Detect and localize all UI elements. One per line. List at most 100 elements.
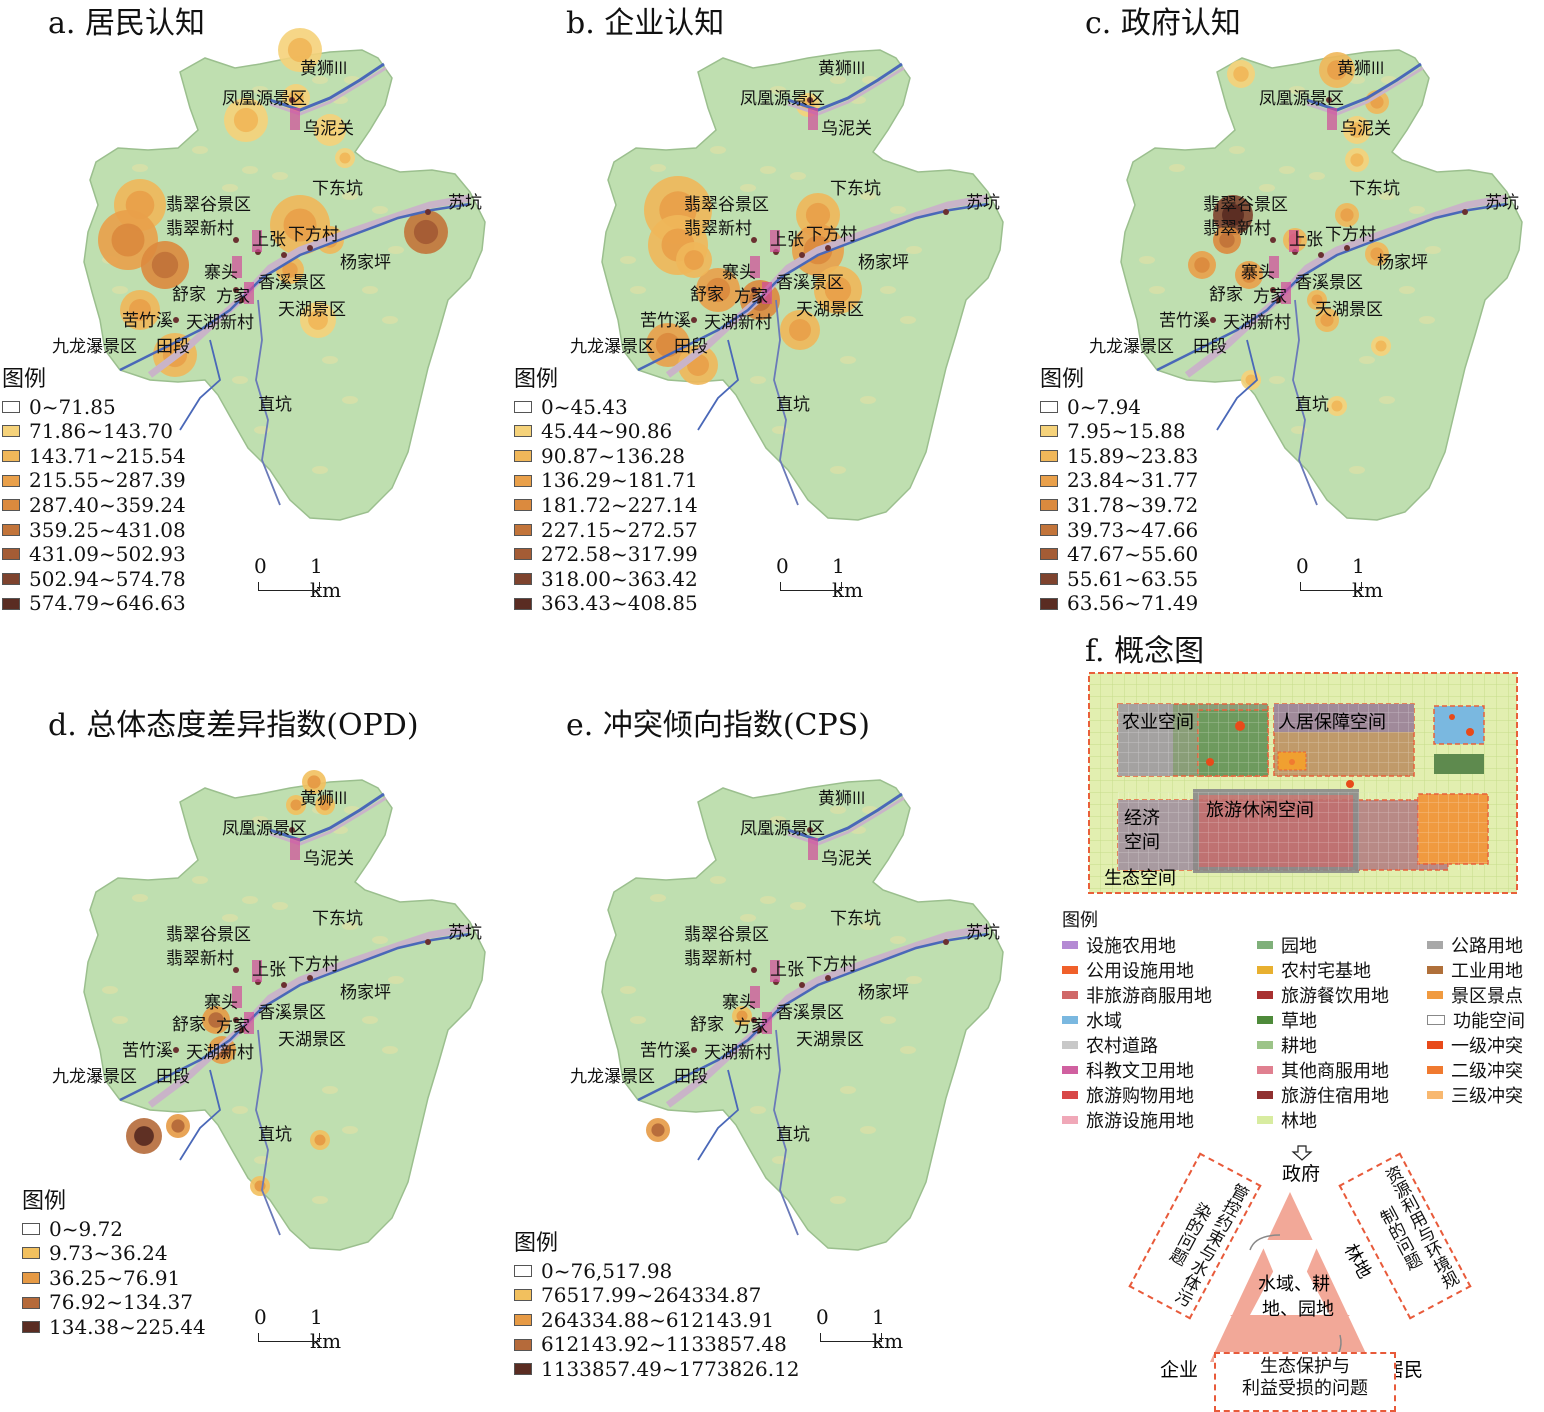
north-river: [269, 792, 385, 842]
f-legend-item: 一级冲突: [1427, 1034, 1544, 1057]
place-label-tianhu: 天湖景区: [796, 1030, 864, 1050]
hotspot-core: [283, 208, 317, 242]
legend-label: 134.38~225.44: [49, 1314, 206, 1339]
farmland-patch: [252, 816, 268, 824]
f-legend-label: 林地: [1281, 1110, 1317, 1132]
place-label-tianduan: 田段: [156, 1067, 190, 1087]
f-legend-swatch: [1257, 940, 1273, 949]
place-label-feicuigu: 翡翠谷景区: [1203, 195, 1288, 215]
place-label-fangjia: 方家: [734, 1017, 768, 1037]
legend-d: 图例 0~9.72 9.73~36.24 36.25~76.91 76.92~134.3…: [22, 1189, 206, 1340]
farmland-patch: [192, 876, 208, 884]
main-road: [665, 924, 989, 1108]
f-legend-label: 公路用地: [1451, 935, 1523, 957]
farmland-patch: [1425, 246, 1441, 254]
place-label-tianhuxincun: 天湖新村: [704, 313, 772, 333]
farmland-patch: [830, 1196, 846, 1204]
farmland-patch: [222, 184, 238, 192]
legend-label: 15.89~23.83: [1067, 443, 1199, 468]
hotspot-core: [1233, 66, 1249, 82]
legend-swatch: [514, 474, 532, 487]
legend-row: 0~7.94: [1040, 395, 1198, 420]
legend-row: 47.67~55.60: [1040, 542, 1198, 567]
farmland-patch: [830, 76, 846, 84]
village-dot: [825, 975, 831, 981]
tourism-zone: [290, 838, 300, 860]
legend-e: 图例 0~76,517.98 76517.99~264334.87 264334.88…: [514, 1231, 800, 1382]
f-legend-item: 景区景点: [1427, 984, 1544, 1007]
place-label-fangjia: 方家: [216, 287, 250, 307]
west-river: [697, 1069, 740, 1161]
tourism-zone: [1289, 230, 1299, 252]
legend-label: 1133857.49~1773826.12: [541, 1356, 800, 1381]
legend-label: 502.94~574.78: [29, 566, 186, 591]
hotspot-core: [789, 319, 811, 341]
legend-row: 15.89~23.83: [1040, 444, 1198, 469]
f-legend-item: 水域: [1062, 1009, 1257, 1032]
place-label-yangjiaping: 杨家坪: [858, 253, 909, 273]
place-label-feicuixincun: 翡翠新村: [1203, 219, 1271, 239]
place-label-wunixguan: 乌泥关: [1340, 119, 1391, 139]
farmland-patch: [388, 246, 404, 254]
place-label-feicuixincun: 翡翠新村: [684, 949, 752, 969]
farmland-patch: [860, 192, 876, 200]
village-dot: [691, 317, 697, 323]
farmland-patch: [880, 1016, 896, 1024]
f-legend: 图例 设施农用地 园地 公路用地 公用设施用地 农村宅基地 工业用地 非旅游商服用地 旅游餐饮…: [1062, 906, 1544, 1132]
f-legend-label: 水域: [1086, 1010, 1122, 1032]
place-label-jiulongpu: 九龙瀑景区: [52, 1067, 137, 1087]
main-road: [665, 194, 989, 378]
farmland-patch: [342, 396, 358, 404]
hotspot-core: [1375, 340, 1387, 352]
farmland-patch: [900, 1046, 916, 1054]
river: [119, 202, 471, 372]
village-dot: [825, 245, 831, 251]
place-label-yangjiaping: 杨家坪: [340, 983, 391, 1003]
place-label-jiulongpu: 九龙瀑景区: [570, 337, 655, 357]
tourism-label: 旅游休闲空间: [1206, 800, 1314, 821]
village-dot: [307, 245, 313, 251]
hotspot-core: [129, 299, 151, 321]
farmland-patch: [132, 164, 148, 172]
legend-swatch: [1040, 400, 1058, 413]
hotspot-core: [651, 1123, 665, 1137]
place-label-feicuigu: 翡翠谷景区: [684, 925, 769, 945]
place-label-fenghuangyuan: 凤凰源景区: [740, 89, 825, 109]
legend-label: 9.73~36.24: [49, 1241, 168, 1266]
place-label-shangzhang: 上张: [770, 230, 804, 250]
f-legend-item: 其他商服用地: [1257, 1059, 1427, 1082]
place-label-tianduan: 田段: [674, 337, 708, 357]
legend-label: 55.61~63.55: [1067, 566, 1199, 591]
f-legend-item: 三级冲突: [1427, 1084, 1544, 1107]
legend-label: 181.72~227.14: [541, 492, 698, 517]
farmland-patch: [342, 1126, 358, 1134]
tourism-zone: [750, 256, 760, 278]
legend-row: 136.29~181.71: [514, 468, 698, 493]
farmland-patch: [840, 1086, 856, 1094]
farmland-patch: [102, 986, 118, 994]
center-label-2: 地、园地: [1262, 1299, 1334, 1320]
hotspot-core: [805, 202, 831, 228]
f-legend-item: 公用设施用地: [1062, 959, 1257, 982]
place-label-xiangxi: 香溪景区: [1295, 273, 1363, 293]
f-legend-swatch: [1257, 1040, 1273, 1049]
hotspot-core: [134, 1126, 154, 1146]
place-label-yangjiaping: 杨家坪: [858, 983, 909, 1003]
village-dot: [307, 975, 313, 981]
farmland-patch: [362, 1016, 378, 1024]
farmland-patch: [382, 1046, 398, 1054]
f-legend-item: 公路用地: [1427, 934, 1544, 957]
farmland-patch: [1169, 164, 1185, 172]
f-legend-item: 科教文卫用地: [1062, 1059, 1257, 1082]
legend-label: 272.58~317.99: [541, 542, 698, 567]
legend-swatch: [514, 1338, 532, 1351]
legend-swatch: [1040, 499, 1058, 512]
place-label-xiafangcun: 下方村: [288, 955, 339, 975]
f-legend-item: 农村道路: [1062, 1034, 1257, 1057]
farmland-patch: [880, 286, 896, 294]
legend-swatch: [2, 573, 20, 586]
legend-row: 0~9.72: [22, 1217, 206, 1242]
legend-row: 363.43~408.85: [514, 591, 698, 616]
f-legend-label: 功能空间: [1453, 1010, 1525, 1032]
